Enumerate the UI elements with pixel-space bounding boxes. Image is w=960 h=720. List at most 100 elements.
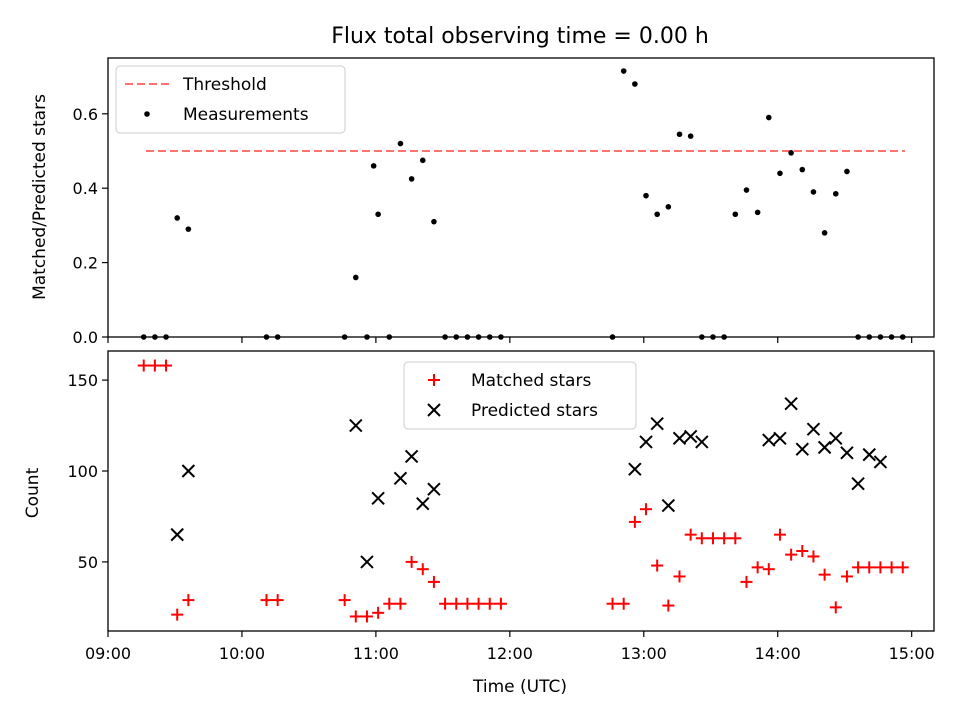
chart-title: Flux total observing time = 0.00 h <box>331 24 709 49</box>
measurement-point <box>353 274 359 281</box>
predicted-star-point <box>404 449 419 464</box>
bottom-panel: 50 100 150 09:00 10:00 11:00 12:00 13:00 14:00 1… <box>23 350 935 697</box>
top-y-ticks: 0.0 0.2 0.4 0.6 <box>73 105 108 347</box>
matched-star-point <box>338 594 351 607</box>
matched-star-point <box>729 532 742 545</box>
matched-star-point <box>863 561 876 574</box>
measurement-point <box>654 211 660 218</box>
measurement-point <box>185 226 192 232</box>
predicted-star-point <box>393 471 408 485</box>
matched-star-point <box>472 597 485 610</box>
measurement-point <box>370 163 377 169</box>
predicted-star-point <box>840 446 854 460</box>
x-tick-label: 09:00 <box>85 644 131 663</box>
bottom-y-axis-label: Count <box>23 467 43 518</box>
matched-star-point <box>494 597 507 610</box>
matched-star-point <box>405 555 418 568</box>
measurement-point <box>743 187 750 193</box>
predicted-star-point <box>695 435 709 449</box>
predicted-star-point <box>873 455 888 469</box>
predicted-star-point <box>639 435 653 449</box>
bottom-axes-frame <box>107 350 935 632</box>
top-y-tick-label: 0.6 <box>73 105 98 124</box>
matched-star-point <box>796 545 809 557</box>
top-y-tick-label: 0.2 <box>73 254 98 273</box>
predicted-star-point <box>773 431 787 445</box>
matched-star-point <box>260 594 273 607</box>
matched-star-point <box>829 601 842 614</box>
matched-star-point <box>137 359 150 372</box>
measurement-point <box>687 133 694 139</box>
predicted-star-point <box>784 397 798 411</box>
x-tick-label: 14:00 <box>755 644 801 663</box>
matched-star-point <box>896 561 909 574</box>
top-y-tick-label: 0.0 <box>73 328 98 347</box>
predicted-star-point <box>795 442 809 456</box>
top-legend: Threshold Measurements <box>115 65 346 134</box>
matched-star-point <box>360 610 373 623</box>
measurement-point <box>754 209 761 216</box>
x-tick-label: 13:00 <box>621 644 667 663</box>
measurement-point <box>632 81 638 87</box>
matched-star-point <box>762 563 775 576</box>
matched-star-point <box>171 608 184 621</box>
top-axes-frame <box>107 57 935 338</box>
bottom-y-tick-label: 50 <box>78 553 98 572</box>
predicted-star-point <box>650 417 664 431</box>
bottom-plot-marks <box>137 359 909 623</box>
measurement-point <box>799 166 806 173</box>
top-panel: 0.0 0.2 0.4 0.6 Matched/Predicted stars Thr… <box>30 57 935 347</box>
matched-star-point <box>840 570 853 583</box>
matched-star-point <box>818 568 831 581</box>
predicted-star-point <box>170 527 184 542</box>
matched-star-point <box>461 597 474 610</box>
top-legend-box <box>115 65 346 134</box>
matched-star-point <box>394 597 407 610</box>
x-tick-label: 15:00 <box>889 644 935 663</box>
x-tick-label: 11:00 <box>353 644 399 663</box>
top-x-ticks <box>107 337 913 343</box>
predicted-star-point <box>829 431 843 445</box>
matched-star-point <box>695 532 708 545</box>
x-tick-label: 12:00 <box>487 644 533 663</box>
matched-star-point <box>684 528 697 541</box>
predicted-star-point <box>806 422 821 436</box>
matched-star-point <box>383 597 396 610</box>
measurement-point <box>732 211 739 218</box>
measurement-point <box>788 150 794 156</box>
matched-star-point <box>740 575 753 588</box>
matched-star-point <box>885 561 898 574</box>
bottom-y-ticks: 50 100 150 <box>67 371 108 572</box>
x-axis-label: Time (UTC) <box>472 677 567 697</box>
legend-threshold-label: Threshold <box>182 75 267 95</box>
measurement-point <box>676 131 683 138</box>
measurement-point <box>844 168 850 175</box>
matched-star-point <box>148 359 161 372</box>
matched-star-point <box>182 594 195 607</box>
measurement-point <box>777 170 783 177</box>
legend-matched-label: Matched stars <box>471 371 591 391</box>
matched-star-point <box>874 561 887 574</box>
predicted-star-point <box>851 477 865 491</box>
predicted-star-point <box>672 431 687 445</box>
predicted-star-point <box>628 462 642 476</box>
matched-star-point <box>427 575 440 588</box>
predicted-star-point <box>661 498 676 513</box>
predicted-star-point <box>683 429 698 444</box>
matched-star-point <box>416 563 429 576</box>
predicted-star-point <box>427 482 441 496</box>
matched-star-point <box>628 515 641 528</box>
matched-star-point <box>807 550 820 563</box>
matched-star-point <box>751 561 764 574</box>
matched-star-point <box>372 606 385 619</box>
predicted-star-point <box>862 447 876 462</box>
measurement-point <box>408 176 415 182</box>
measurement-point <box>643 192 649 199</box>
matched-star-point <box>483 597 496 610</box>
measurement-point <box>419 157 426 164</box>
predicted-star-point <box>416 497 430 511</box>
bottom-legend: Matched stars Predicted stars <box>403 361 637 430</box>
x-tick-label: 10:00 <box>219 644 265 663</box>
predicted-star-point <box>360 555 374 569</box>
